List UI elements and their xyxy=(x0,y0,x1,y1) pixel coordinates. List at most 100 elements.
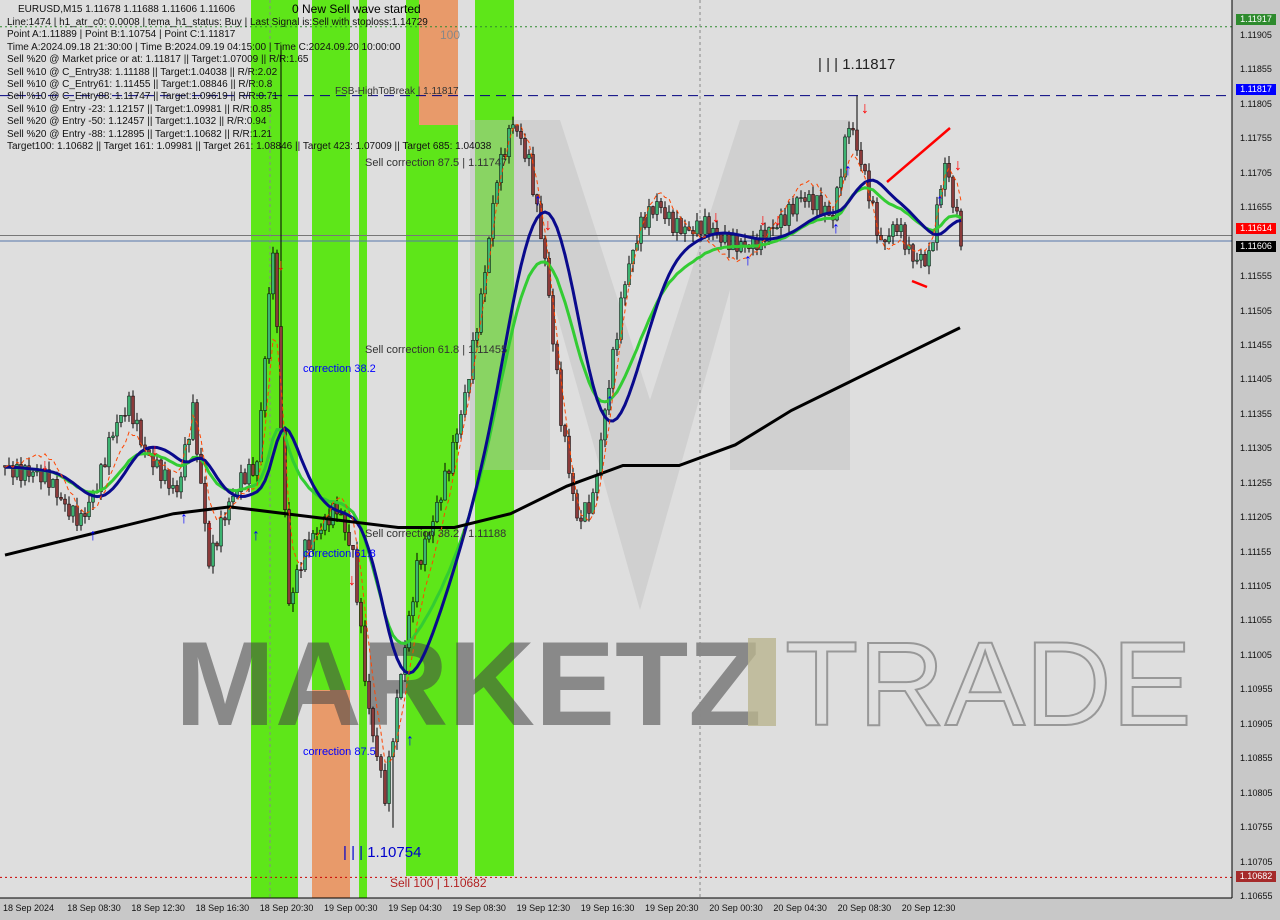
watermark: MARKETZ TRADE xyxy=(175,120,1193,752)
time-tick: 18 Sep 12:30 xyxy=(131,903,185,913)
buy-arrow-icon: ↑ xyxy=(252,527,260,544)
price-tick: 1.10955 xyxy=(1240,684,1273,695)
candle-body xyxy=(251,464,255,476)
candle-body xyxy=(919,253,923,261)
time-tick: 20 Sep 00:30 xyxy=(709,903,763,913)
candle-body xyxy=(267,293,271,359)
candle-body xyxy=(179,476,183,493)
candle-body xyxy=(855,129,859,151)
info-line: Sell %10 @ Entry -23: 1.12157 || Target:… xyxy=(7,103,272,115)
info-line: Sell %20 @ Entry -88: 1.12895 || Target:… xyxy=(7,128,272,140)
candle-body xyxy=(527,154,531,159)
candle-body xyxy=(707,216,711,235)
candle-body xyxy=(531,154,535,195)
candle-body xyxy=(159,459,163,481)
buy-arrow-icon: ↑ xyxy=(180,510,188,527)
candle-body xyxy=(815,195,819,211)
candle-body xyxy=(79,513,83,526)
time-tick: 18 Sep 2024 xyxy=(3,903,55,913)
time-tick: 19 Sep 04:30 xyxy=(388,903,442,913)
candle-body xyxy=(955,206,959,212)
candle-body xyxy=(795,197,799,215)
candle-body xyxy=(363,625,367,682)
price-tag: 1.11614 xyxy=(1236,223,1276,235)
sell-arrow-icon: ↓ xyxy=(954,157,962,174)
candle-body xyxy=(891,224,895,237)
price-tick: 1.10655 xyxy=(1240,891,1273,901)
candle-body xyxy=(227,501,231,521)
sell-correction-382: Sell correction 38.2 | 1.11188 xyxy=(365,528,507,540)
watermark-bar xyxy=(748,638,776,726)
info-line: Point A:1.11889 | Point B:1.10754 | Poin… xyxy=(7,29,236,41)
candle-body xyxy=(319,529,323,534)
candle-body xyxy=(895,224,899,232)
price-tick: 1.11155 xyxy=(1240,546,1272,557)
candle-body xyxy=(231,495,235,503)
candle-body xyxy=(415,560,419,603)
info-line: Sell %10 @ C_Entry38: 1.11188 || Target:… xyxy=(7,66,278,78)
candle-body xyxy=(923,253,927,267)
red-trendline xyxy=(911,279,928,289)
buy-arrow-icon: ↑ xyxy=(534,192,542,209)
sell-arrow-icon: ↓ xyxy=(759,212,767,229)
candle-body xyxy=(67,503,71,517)
candle-body xyxy=(327,516,331,526)
candle-body xyxy=(703,216,707,235)
candle-body xyxy=(47,469,51,488)
price-tick: 1.11505 xyxy=(1240,305,1272,316)
candle-body xyxy=(135,419,139,425)
candle-body xyxy=(367,680,371,709)
candle-body xyxy=(375,735,379,757)
candle-body xyxy=(287,509,291,605)
candle-body xyxy=(131,395,135,425)
candle-body xyxy=(307,539,311,551)
candle-body xyxy=(547,257,551,296)
candle-body xyxy=(383,770,387,804)
candle-body xyxy=(783,214,787,226)
price-tag: 1.11817 xyxy=(1236,83,1276,95)
candle-body xyxy=(735,235,739,252)
info-line: Line:1474 | h1_atr_c0: 0.0008 | tema_h1_… xyxy=(7,17,428,28)
price-tag: 1.10682 xyxy=(1236,871,1276,883)
candle-body xyxy=(191,402,195,440)
time-tick: 18 Sep 08:30 xyxy=(67,903,121,913)
candle-body xyxy=(647,206,651,228)
candle-body xyxy=(871,200,875,203)
candle-body xyxy=(811,194,815,211)
candle-body xyxy=(271,252,275,295)
candle-body xyxy=(615,339,619,350)
candle-body xyxy=(259,410,263,463)
info-line: Time A:2024.09.18 21:30:00 | Time B:2024… xyxy=(7,41,401,53)
candle-body xyxy=(311,533,315,551)
candle-body xyxy=(787,203,791,226)
candle-body xyxy=(339,513,343,516)
correction-382: correction 38.2 xyxy=(303,363,376,375)
candle-body xyxy=(359,601,363,627)
price-tick: 1.11355 xyxy=(1240,408,1272,419)
candle-body xyxy=(155,459,159,468)
candle-body xyxy=(655,201,659,215)
time-tick: 20 Sep 08:30 xyxy=(837,903,892,913)
candle-body xyxy=(903,224,907,250)
sell-correction-875: Sell correction 87.5 | 1.11747 xyxy=(365,157,508,169)
candle-body xyxy=(55,479,59,498)
signal-zone xyxy=(406,0,458,876)
sell-arrow-icon: ↓ xyxy=(277,257,285,274)
candle-body xyxy=(567,435,571,474)
candle-body xyxy=(619,297,623,340)
candle-body xyxy=(835,187,839,221)
buy-arrow-icon: ↑ xyxy=(406,732,414,749)
candle-body xyxy=(427,534,431,540)
candle-body xyxy=(519,130,523,139)
price-tag: 1.11917 xyxy=(1236,13,1276,25)
info-line: Sell %10 @ C_Entry88: 1.11747 || Target:… xyxy=(7,91,278,103)
candle-body xyxy=(175,485,179,493)
price-tick: 1.11855 xyxy=(1240,64,1272,75)
candle-body xyxy=(483,272,487,295)
sell-100-label: Sell 100 | 1.10682 xyxy=(390,876,487,890)
long-ma-line xyxy=(4,326,961,557)
candle-body xyxy=(15,464,19,478)
candle-body xyxy=(347,532,351,546)
candle-body xyxy=(199,453,203,484)
